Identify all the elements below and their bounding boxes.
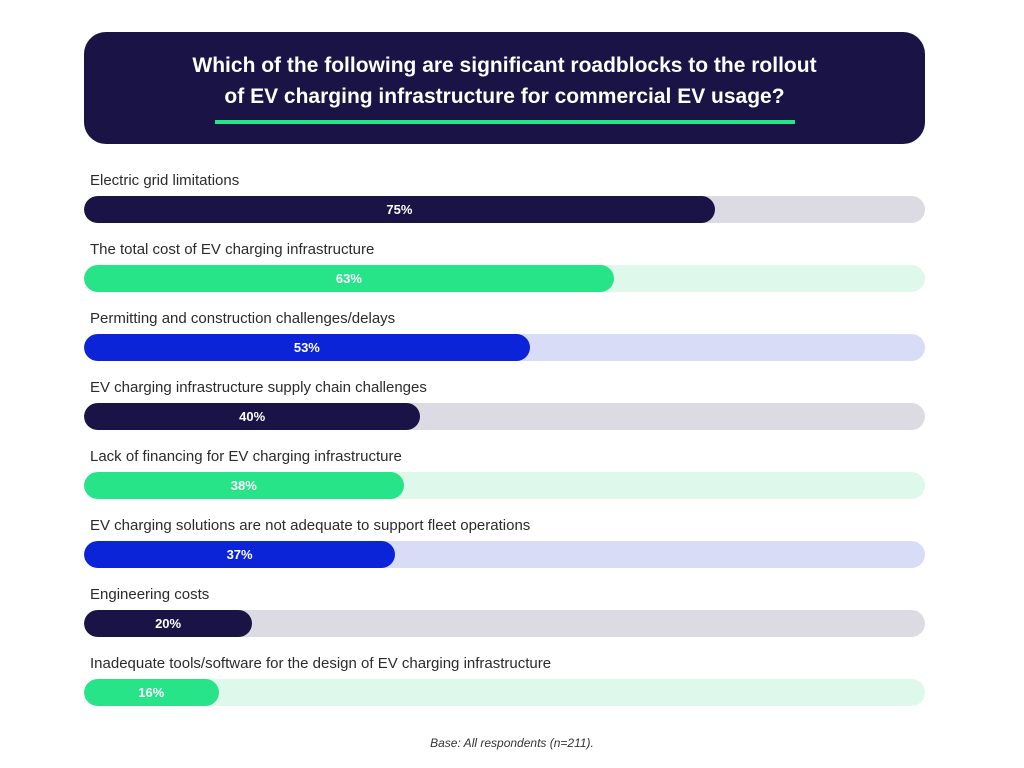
chart-title-banner: Which of the following are significant r…: [84, 32, 925, 144]
bar-value-label: 16%: [138, 685, 165, 700]
chart-title-line-2: of EV charging infrastructure for commer…: [224, 85, 785, 108]
bar: [84, 334, 530, 361]
bar-category-label: The total cost of EV charging infrastruc…: [90, 241, 375, 258]
bar-category-label: Lack of financing for EV charging infras…: [90, 448, 402, 465]
bar-track: 37%: [84, 541, 925, 568]
bar-track: 75%: [84, 196, 925, 223]
bar-value-label: 37%: [226, 547, 253, 562]
bar: [84, 403, 421, 430]
bar-category-label: Permitting and construction challenges/d…: [90, 310, 396, 327]
title-underline: [215, 120, 795, 124]
bar-track: 63%: [84, 265, 925, 292]
bar-value-label: 63%: [335, 271, 362, 286]
footnote: Base: All respondents (n=211).: [430, 736, 594, 750]
bar: [84, 196, 715, 223]
bar-value-label: 53%: [293, 340, 320, 355]
bar: [84, 472, 404, 499]
bar-category-label: EV charging infrastructure supply chain …: [90, 379, 427, 396]
bar-track: 38%: [84, 472, 925, 499]
bar: [84, 541, 396, 568]
bar-track: 16%: [84, 679, 925, 706]
bar-value-label: 20%: [155, 616, 182, 631]
bar-value-label: 40%: [239, 409, 266, 424]
bar-category-label: Electric grid limitations: [90, 172, 240, 189]
bar-category-label: Inadequate tools/software for the design…: [90, 655, 552, 672]
bar-category-label: EV charging solutions are not adequate t…: [90, 517, 531, 534]
bar-value-label: 75%: [386, 202, 413, 217]
bar: [84, 679, 219, 706]
bar-track: 20%: [84, 610, 925, 637]
bar-value-label: 38%: [230, 478, 257, 493]
bar: [84, 265, 614, 292]
bar-track: 53%: [84, 334, 925, 361]
chart-title-line-1: Which of the following are significant r…: [192, 54, 817, 77]
bar-category-label: Engineering costs: [90, 586, 210, 603]
bar: [84, 610, 253, 637]
bar-track: 40%: [84, 403, 925, 430]
